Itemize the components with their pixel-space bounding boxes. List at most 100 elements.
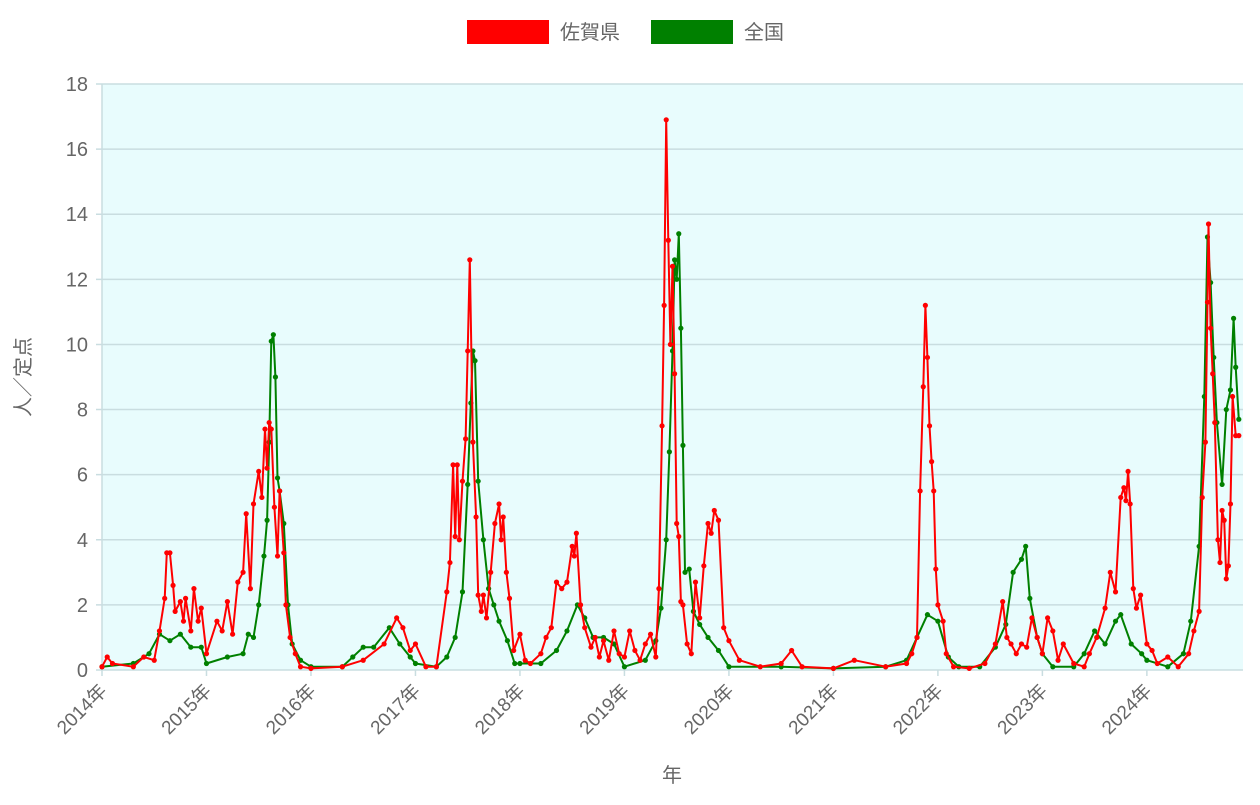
data-point — [715, 647, 722, 654]
x-axis-label: 年 — [662, 764, 682, 787]
data-point — [1130, 586, 1136, 592]
data-point — [262, 426, 268, 432]
legend: 佐賀県 全国 — [467, 20, 784, 44]
data-point — [596, 654, 602, 660]
series-saga — [99, 117, 1242, 671]
data-point — [400, 625, 406, 631]
data-point — [240, 651, 246, 657]
data-point — [903, 660, 910, 667]
legend-item-national[interactable]: 全国 — [651, 20, 784, 44]
data-point — [517, 631, 523, 637]
data-point — [571, 553, 577, 559]
data-point — [705, 520, 711, 527]
y-tick-label: 6 — [77, 465, 88, 487]
data-point — [1027, 595, 1033, 601]
data-point — [1112, 589, 1119, 595]
data-point — [632, 647, 638, 654]
data-point — [1127, 501, 1133, 507]
data-point — [1107, 569, 1113, 575]
data-point — [926, 423, 933, 429]
data-point — [676, 533, 682, 540]
y-tick-label: 4 — [77, 530, 88, 552]
data-point — [943, 651, 949, 657]
data-point — [264, 465, 270, 471]
data-point — [271, 504, 278, 510]
data-point — [483, 615, 490, 621]
data-point — [621, 664, 628, 670]
data-point — [883, 664, 889, 670]
data-point — [1050, 628, 1056, 634]
data-point — [407, 654, 413, 660]
data-point — [1217, 559, 1223, 566]
legend-item-saga[interactable]: 佐賀県 — [467, 20, 620, 44]
data-point — [1186, 651, 1192, 657]
data-point — [663, 537, 669, 543]
data-point — [1165, 654, 1171, 660]
data-point — [1121, 485, 1127, 491]
data-point — [914, 634, 920, 641]
y-tick-label: 12 — [66, 269, 88, 291]
data-point — [1144, 641, 1150, 647]
data-point — [924, 612, 931, 618]
data-point — [283, 602, 289, 608]
data-point — [538, 660, 544, 667]
data-point — [339, 664, 345, 670]
data-point — [1196, 608, 1202, 615]
data-point — [522, 657, 528, 663]
data-point — [454, 462, 460, 468]
data-point — [463, 436, 469, 442]
data-point — [1118, 612, 1124, 618]
data-point — [146, 651, 152, 657]
data-point — [686, 566, 692, 572]
data-point — [778, 660, 784, 667]
series-group — [99, 117, 1242, 671]
data-point — [256, 602, 262, 608]
data-point — [459, 589, 466, 595]
x-tick-label: 2022年 — [889, 680, 948, 739]
data-point — [1081, 664, 1087, 670]
data-point — [195, 618, 201, 624]
data-point — [715, 517, 722, 523]
data-point — [600, 638, 607, 644]
data-point — [188, 628, 194, 634]
data-point — [456, 537, 462, 543]
legend-swatch-national — [651, 20, 733, 44]
data-point — [799, 664, 805, 670]
data-point — [1055, 657, 1061, 663]
data-point — [1154, 660, 1160, 667]
data-point — [924, 354, 931, 361]
data-point — [470, 439, 476, 445]
data-point — [198, 644, 204, 650]
data-point — [350, 654, 356, 660]
data-point — [224, 654, 230, 660]
data-point — [1221, 517, 1227, 523]
data-point — [667, 341, 674, 348]
data-point — [1125, 468, 1131, 475]
data-point — [250, 501, 257, 507]
data-point — [130, 664, 136, 670]
data-point — [492, 520, 498, 527]
data-point — [1112, 618, 1119, 624]
data-point — [224, 599, 230, 605]
data-point — [177, 599, 183, 605]
data-point — [475, 592, 481, 598]
data-point — [467, 257, 473, 263]
data-point — [394, 615, 400, 621]
data-point — [459, 478, 466, 484]
data-point — [500, 514, 506, 520]
data-point — [480, 537, 486, 543]
data-point — [243, 511, 249, 517]
data-point — [245, 631, 251, 637]
data-point — [1223, 576, 1229, 582]
data-point — [1018, 641, 1025, 647]
data-point — [671, 257, 678, 263]
data-point — [705, 634, 711, 641]
data-point — [412, 641, 419, 647]
data-point — [564, 579, 570, 585]
data-point — [1230, 315, 1237, 321]
data-point — [669, 263, 676, 269]
x-tick-label: 2020年 — [680, 680, 739, 739]
data-point — [444, 589, 450, 595]
data-point — [569, 543, 575, 549]
data-point — [272, 374, 279, 380]
